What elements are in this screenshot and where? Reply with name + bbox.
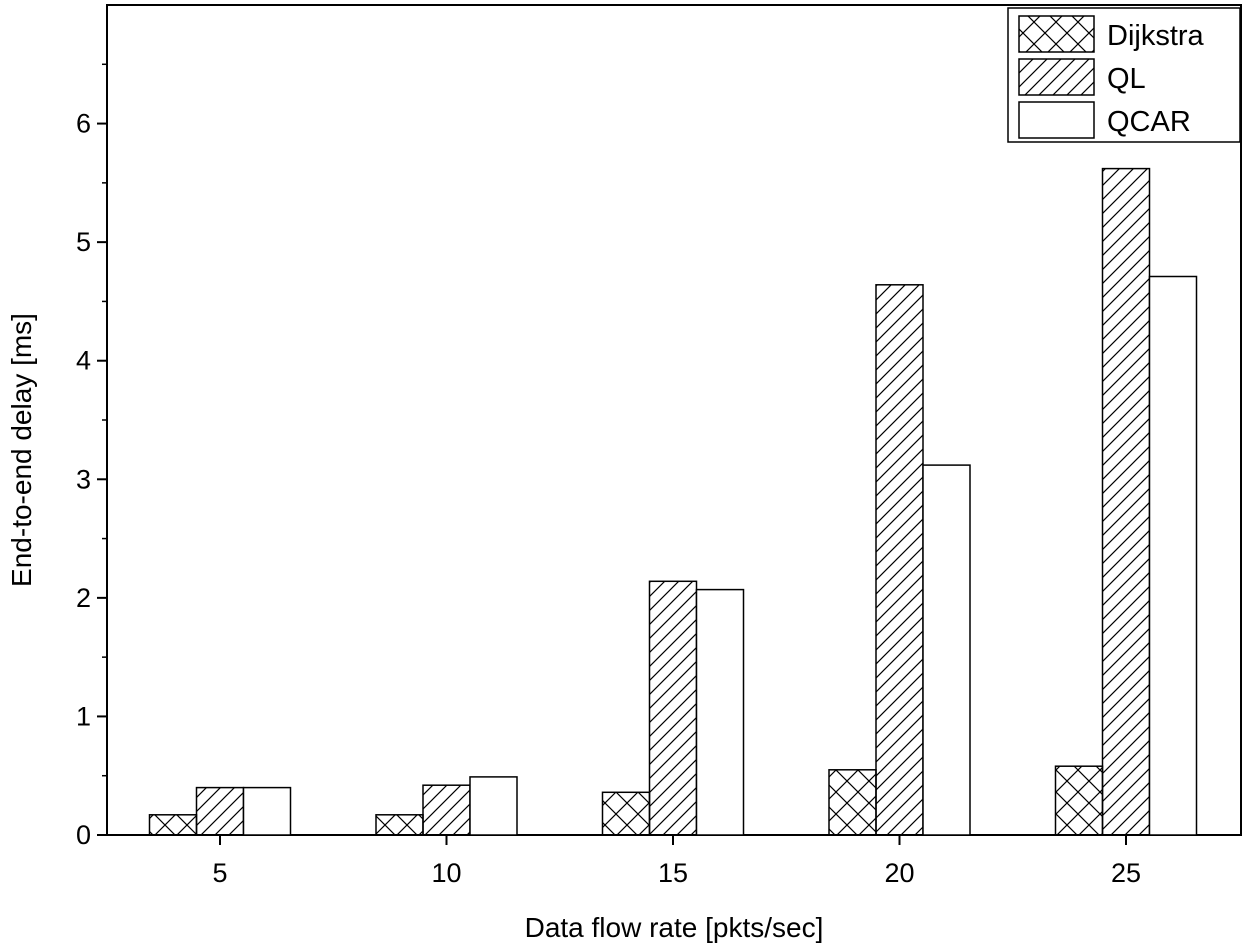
legend-swatch-ql [1018,58,1095,96]
x-tick-label: 20 [884,858,914,888]
x-tick-label: 25 [1111,858,1141,888]
bar-qcar-20 [922,464,971,836]
bars-group [148,167,1198,836]
bar-qcar-25 [1148,275,1198,836]
legend-swatch-dijkstra [1018,15,1095,53]
x-axis-title: Data flow rate [pkts/sec] [525,912,824,943]
bar-qcar-10 [469,776,518,836]
axes-group: 0 1 2 3 4 5 6 5 10 15 20 25 [76,63,1141,888]
y-tick-label: 6 [76,109,91,139]
bar-ql-25 [1101,167,1151,836]
bar-ql-15 [648,580,698,836]
bar-dijkstra-15 [601,791,651,836]
y-tick-label: 4 [76,346,91,376]
bar-qcar-5 [242,786,292,836]
legend-label-ql: QL [1107,63,1146,95]
legend-label-qcar: QCAR [1107,106,1191,138]
y-tick-label: 1 [76,701,91,731]
bar-ql-20 [875,284,924,836]
bar-dijkstra-5 [148,814,198,836]
bar-dijkstra-25 [1054,765,1104,836]
legend: Dijkstra QL QCAR [1007,7,1241,143]
legend-swatch-qcar [1018,101,1095,139]
bar-ql-5 [195,786,245,836]
x-tick-label: 15 [658,858,688,888]
x-tick-label: 10 [431,858,461,888]
bar-dijkstra-10 [375,814,424,836]
bar-dijkstra-20 [828,769,877,836]
x-tick-label: 5 [212,858,227,888]
y-axis-title: End-to-end delay [ms] [6,313,37,587]
legend-label-dijkstra: Dijkstra [1107,20,1205,52]
y-tick-label: 2 [76,583,91,613]
bar-qcar-15 [695,588,745,836]
bar-ql-10 [422,784,471,836]
y-tick-label: 0 [76,820,91,850]
y-tick-label: 3 [76,464,91,494]
y-tick-label: 5 [76,227,91,257]
